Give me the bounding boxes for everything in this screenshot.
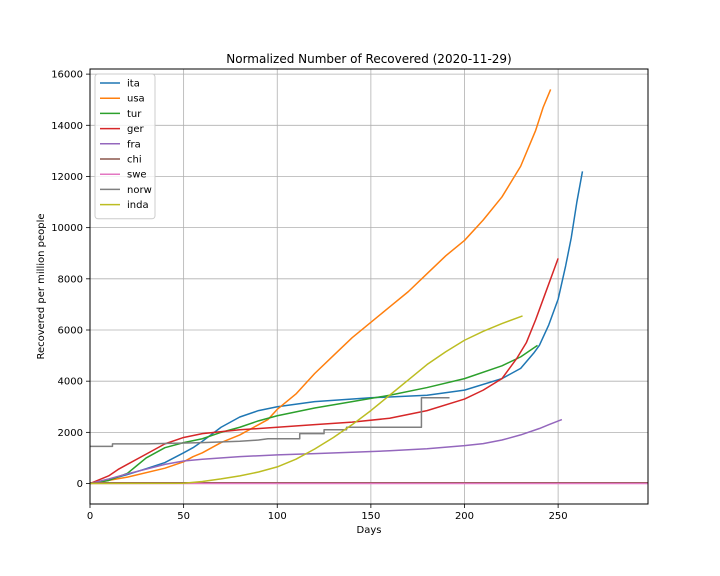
legend-label-inda: inda bbox=[127, 200, 149, 211]
y-tick-label-7: 14000 bbox=[51, 121, 83, 132]
legend: ita usa tur ger fra chi swe norw inda bbox=[94, 73, 156, 220]
legend-label-swe: swe bbox=[127, 170, 147, 181]
series-line-tur bbox=[90, 344, 538, 485]
x-tick-label-1: 50 bbox=[177, 511, 190, 522]
legend-label-tur: tur bbox=[127, 109, 142, 120]
legend-label-chi: chi bbox=[127, 155, 142, 166]
y-tick-label-5: 10000 bbox=[51, 223, 83, 234]
x-tick-label-3: 150 bbox=[361, 511, 380, 522]
series-layer bbox=[90, 89, 648, 485]
series-line-ger bbox=[90, 258, 559, 485]
chart-title: Normalized Number of Recovered (2020-11-… bbox=[226, 52, 511, 66]
y-tick-label-4: 8000 bbox=[58, 274, 83, 285]
plot-frame bbox=[89, 68, 649, 505]
series-line-fra bbox=[90, 418, 563, 485]
y-tick-label-0: 0 bbox=[77, 479, 83, 490]
legend-label-norw: norw bbox=[127, 185, 152, 196]
x-tick-label-2: 100 bbox=[268, 511, 287, 522]
x-tick-label-4: 200 bbox=[455, 511, 474, 522]
legend-label-usa: usa bbox=[127, 94, 145, 105]
series-line-norw bbox=[90, 397, 450, 448]
legend-label-ita: ita bbox=[127, 79, 140, 90]
x-axis-label: Days bbox=[357, 525, 382, 536]
legend-box bbox=[94, 73, 156, 220]
legend-label-fra: fra bbox=[127, 139, 141, 150]
axis-ticks: 0 50 100 150 200 250 0 2000 4000 6000 8000 10000 120… bbox=[51, 70, 567, 522]
x-tick-label-0: 0 bbox=[87, 511, 93, 522]
y-tick-label-8: 16000 bbox=[51, 70, 83, 81]
legend-label-ger: ger bbox=[127, 124, 145, 135]
series-line-inda bbox=[90, 315, 523, 485]
y-tick-label-1: 2000 bbox=[58, 428, 83, 439]
x-tick-label-5: 250 bbox=[549, 511, 568, 522]
y-tick-label-2: 4000 bbox=[58, 377, 83, 388]
grid bbox=[89, 69, 648, 504]
series-line-ita bbox=[90, 171, 584, 485]
y-axis-label: Recovered per million people bbox=[36, 213, 47, 359]
y-tick-label-6: 12000 bbox=[51, 172, 83, 183]
series-line-usa bbox=[90, 89, 552, 485]
y-tick-label-3: 6000 bbox=[58, 326, 83, 337]
